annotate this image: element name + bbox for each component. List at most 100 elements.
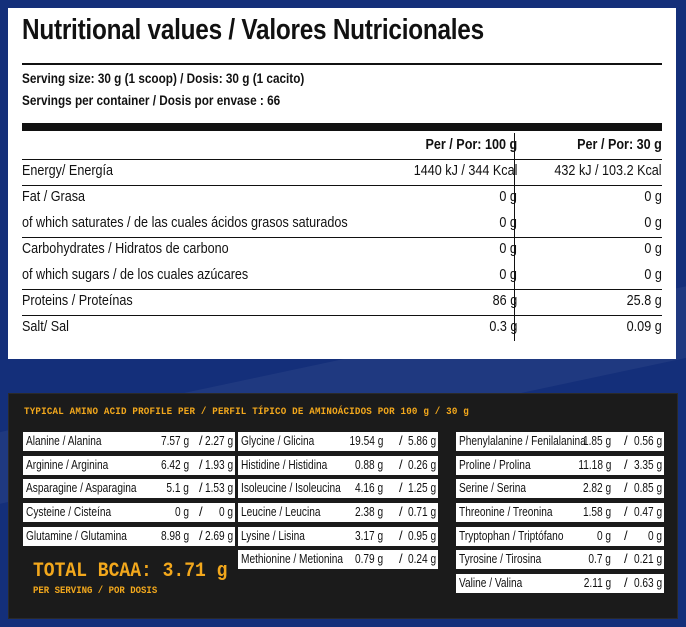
amino-value-per100: 7.57 g [160, 433, 189, 448]
nutrition-title: Nutritional values / Valores Nutricional… [22, 14, 484, 46]
amino-name: Serine / Serina [459, 480, 527, 496]
amino-separator: / [624, 551, 628, 567]
row-value-per30: 0 g [644, 266, 662, 283]
row-value-per100: 86 g [492, 292, 517, 309]
amino-row: Tryptophan / Triptófano 0 g / 0 g [456, 526, 664, 546]
row-label: Salt/ Sal [22, 318, 69, 335]
row-value-per100: 0 g [499, 188, 517, 205]
amino-value-per30: 0 g [218, 504, 233, 520]
amino-name: Histidine / Histidina [241, 456, 328, 472]
amino-value-per100: 0 g [596, 527, 611, 543]
amino-value-per30: 0 g [647, 527, 662, 543]
amino-value-per100: 2.11 g [583, 575, 611, 591]
amino-name: Cysteine / Cisteína [26, 504, 112, 520]
amino-row: Proline / Prolina 11.18 g / 3.35 g [456, 455, 664, 475]
amino-row: Glycine / Glicina 19.54 g / 5.86 g [238, 432, 438, 451]
amino-value-per100: 2.82 g [582, 480, 611, 496]
amino-value-per30: 1.25 g [407, 480, 436, 496]
amino-value-per100: 1.85 g [582, 433, 611, 448]
amino-row: Valine / Valina 2.11 g / 0.63 g [456, 574, 664, 594]
amino-row: Leucine / Leucina 2.38 g / 0.71 g [238, 503, 438, 523]
amino-row: Methionine / Metionina 0.79 g / 0.24 g [238, 550, 438, 570]
serving-divider [22, 123, 662, 131]
table-row: Fat / Grasa 0 g 0 g [22, 185, 662, 211]
title-divider [22, 63, 662, 65]
row-value-per100: 0 g [499, 240, 517, 257]
amino-name: Threonine / Treonina [459, 504, 553, 520]
amino-value-per100: 0.7 g [588, 551, 611, 567]
amino-column-2: Glycine / Glicina 19.54 g / 5.86 g Histi… [238, 432, 438, 574]
table-row: Energy/ Energía 1440 kJ / 344 Kcal 432 k… [22, 159, 662, 186]
amino-value-per30: 0.56 g [633, 433, 662, 448]
row-value-per100: 1440 kJ / 344 Kcal [413, 162, 517, 179]
amino-row: Threonine / Treonina 1.58 g / 0.47 g [456, 503, 664, 523]
amino-separator: / [624, 504, 628, 520]
amino-value-per100: 19.54 g [349, 433, 383, 448]
amino-separator: / [399, 480, 403, 496]
amino-name: Asparagine / Asparagina [26, 480, 137, 496]
amino-name: Arginine / Arginina [26, 456, 109, 472]
table-row: of which saturates / de las cuales ácido… [22, 211, 662, 238]
amino-row: Arginine / Arginina 6.42 g / 1.93 g [23, 455, 235, 475]
row-label: Carbohydrates / Hidratos de carbono [22, 240, 229, 257]
amino-value-per100: 11.18 g [577, 456, 611, 472]
row-value-per30: 0.09 g [626, 318, 662, 335]
amino-value-per30: 0.26 g [407, 456, 436, 472]
amino-separator: / [399, 504, 403, 520]
amino-name: Proline / Prolina [459, 456, 531, 472]
amino-row: Alanine / Alanina 7.57 g / 2.27 g [23, 432, 235, 451]
row-value-per100: 0 g [499, 266, 517, 283]
amino-value-per30: 0.85 g [633, 480, 662, 496]
amino-separator: / [624, 433, 628, 448]
amino-name: Glutamine / Glutamina [26, 527, 127, 543]
amino-value-per30: 2.27 g [204, 433, 233, 448]
amino-name: Methionine / Metionina [241, 551, 344, 567]
amino-value-per30: 1.53 g [204, 480, 233, 496]
amino-row: Tyrosine / Tirosina 0.7 g / 0.21 g [456, 550, 664, 570]
amino-value-per30: 3.35 g [633, 456, 662, 472]
amino-name: Glycine / Glicina [241, 433, 315, 448]
amino-row: Lysine / Lisina 3.17 g / 0.95 g [238, 526, 438, 546]
amino-separator: / [624, 480, 628, 496]
amino-separator: / [399, 551, 403, 567]
amino-row: Serine / Serina 2.82 g / 0.85 g [456, 479, 664, 499]
row-label: Fat / Grasa [22, 188, 86, 205]
amino-separator: / [399, 456, 403, 472]
row-label: of which saturates / de las cuales ácido… [22, 214, 348, 231]
row-label: Energy/ Energía [22, 162, 114, 179]
amino-separator: / [199, 480, 203, 496]
amino-value-per100: 1.58 g [582, 504, 611, 520]
amino-value-per100: 0 g [174, 504, 189, 520]
table-row: Salt/ Sal 0.3 g 0.09 g [22, 315, 662, 341]
amino-row: Asparagine / Asparagina 5.1 g / 1.53 g [23, 479, 235, 499]
amino-name: Alanine / Alanina [26, 433, 102, 448]
amino-separator: / [199, 456, 203, 472]
amino-value-per100: 2.38 g [354, 504, 383, 520]
amino-column-1: Alanine / Alanina 7.57 g / 2.27 g Argini… [23, 432, 235, 550]
amino-separator: / [399, 433, 403, 448]
amino-separator: / [624, 575, 628, 591]
amino-value-per100: 4.16 g [354, 480, 383, 496]
amino-separator: / [199, 504, 203, 520]
amino-name: Valine / Valina [459, 575, 523, 591]
amino-column-3: Phenylalanine / Fenilalanina 1.85 g / 0.… [456, 432, 664, 598]
column-divider [514, 133, 515, 341]
amino-separator: / [399, 527, 403, 543]
amino-value-per100: 5.1 g [166, 480, 189, 496]
amino-value-per30: 0.47 g [633, 504, 662, 520]
row-value-per100: 0 g [499, 214, 517, 231]
row-value-per30: 25.8 g [626, 292, 662, 309]
table-header-row: Per / Por: 100 g Per / Por: 30 g [22, 133, 662, 160]
amino-row: Histidine / Histidina 0.88 g / 0.26 g [238, 455, 438, 475]
amino-name: Isoleucine / Isoleucina [241, 480, 341, 496]
amino-separator: / [624, 456, 628, 472]
table-row: of which sugars / de los cuales azúcares… [22, 263, 662, 290]
amino-name: Phenylalanine / Fenilalanina [459, 433, 586, 448]
row-label: of which sugars / de los cuales azúcares [22, 266, 249, 283]
amino-name: Tryptophan / Triptófano [459, 527, 564, 543]
table-row: Proteins / Proteínas 86 g 25.8 g [22, 289, 662, 316]
amino-value-per30: 1.93 g [204, 456, 233, 472]
amino-value-per30: 0.21 g [633, 551, 662, 567]
amino-row: Isoleucine / Isoleucina 4.16 g / 1.25 g [238, 479, 438, 499]
amino-name: Leucine / Leucina [241, 504, 321, 520]
